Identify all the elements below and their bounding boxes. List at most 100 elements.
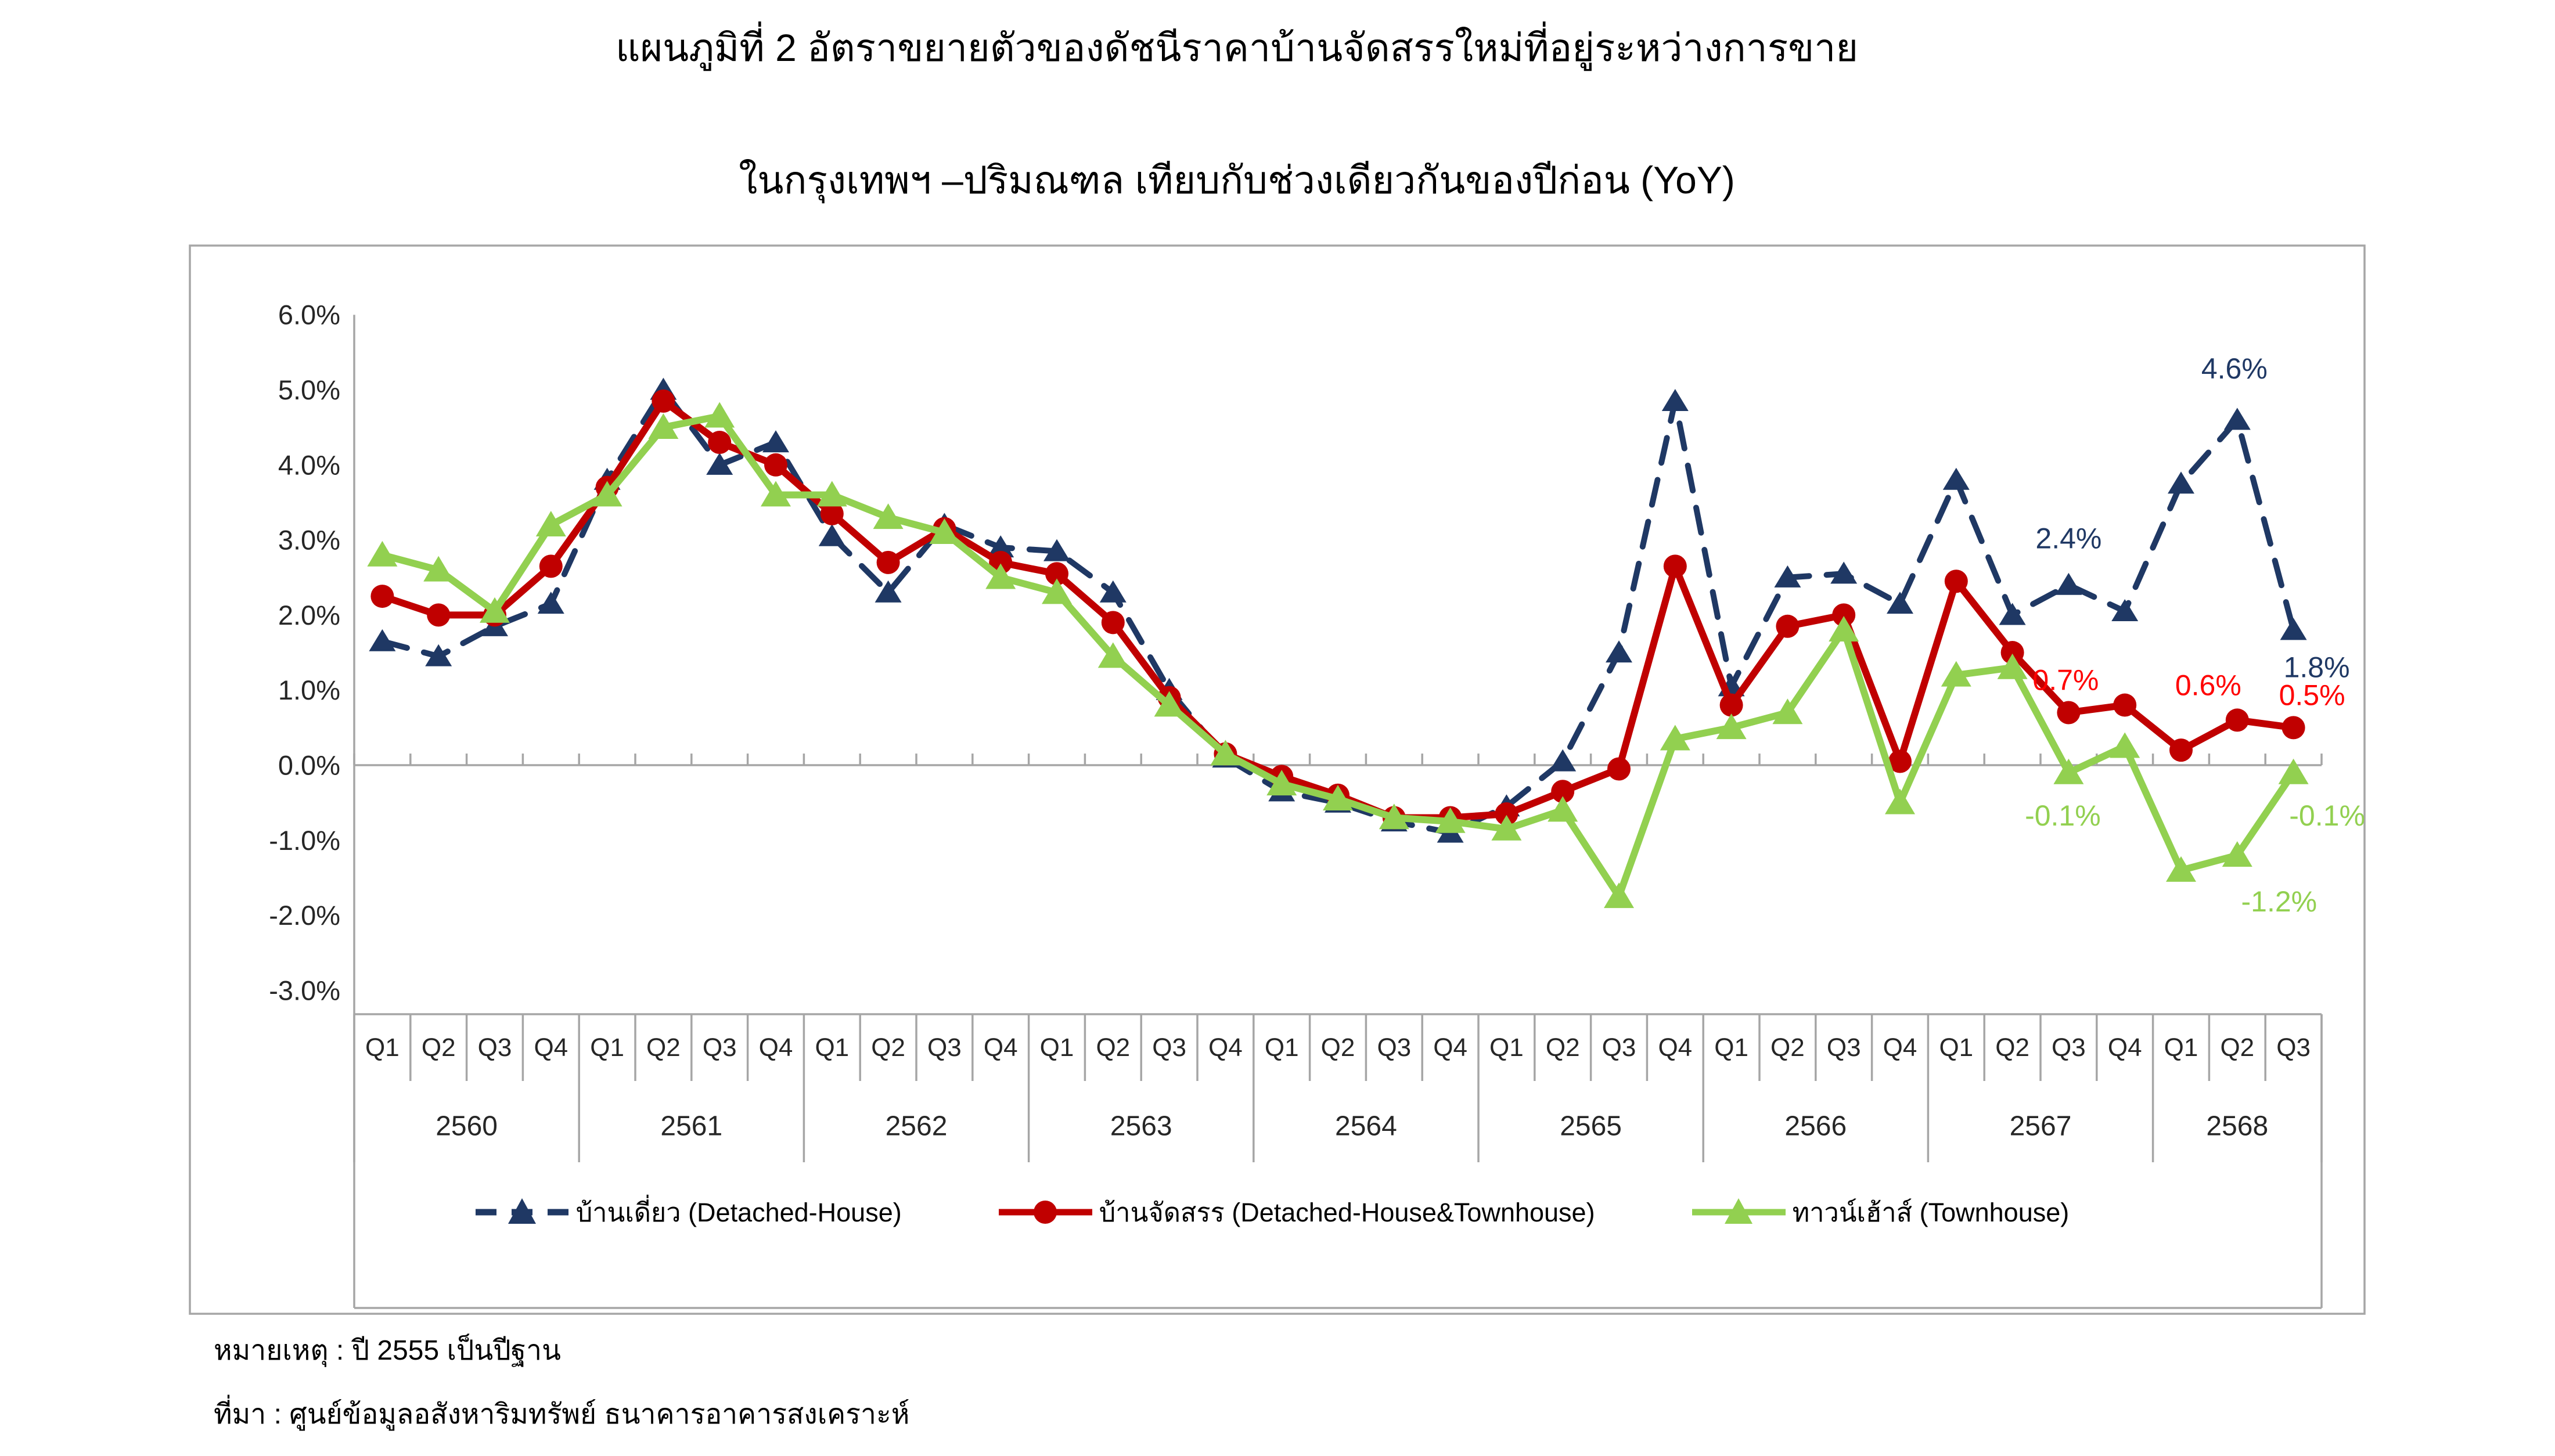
quarter-label: Q3 <box>927 1033 962 1062</box>
data-point-circle <box>1776 614 1800 638</box>
data-point-circle <box>820 502 844 525</box>
data-point-triangle <box>1829 616 1859 642</box>
data-point-triangle <box>2223 408 2251 430</box>
y-tick-label: 4.0% <box>278 449 340 480</box>
data-point-triangle <box>1772 698 1803 725</box>
data-point-triangle <box>762 430 789 453</box>
legend-item-0: บ้านเดี่ยว (Detached-House) <box>474 1191 902 1233</box>
data-point-triangle <box>367 540 398 567</box>
data-point-triangle <box>1604 882 1634 909</box>
data-point-triangle <box>761 481 791 507</box>
quarter-label: Q1 <box>365 1033 400 1062</box>
data-point-triangle <box>1885 788 1915 815</box>
y-tick-label: 6.0% <box>278 300 340 330</box>
data-point-triangle <box>706 452 733 475</box>
data-point-triangle <box>1042 578 1072 604</box>
data-point-circle <box>1607 757 1631 781</box>
year-label: 2567 <box>2010 1111 2072 1142</box>
data-point-circle <box>1663 554 1687 578</box>
chart-border <box>189 244 2366 1315</box>
quarter-label: Q1 <box>815 1033 849 1062</box>
data-point-triangle <box>369 629 396 651</box>
y-tick-label: -3.0% <box>269 975 340 1005</box>
data-point-circle <box>539 554 563 578</box>
year-label: 2560 <box>436 1111 498 1142</box>
data-point-triangle <box>2222 841 2252 867</box>
quarter-label: Q1 <box>1714 1033 1748 1062</box>
quarter-label: Q1 <box>1040 1033 1074 1062</box>
quarter-label: Q2 <box>1995 1033 2029 1062</box>
data-point-triangle <box>423 556 454 582</box>
data-point-circle <box>1719 693 1743 717</box>
data-point-triangle <box>1435 807 1466 833</box>
quarter-label: Q1 <box>2164 1033 2198 1062</box>
y-tick-label: 1.0% <box>278 675 340 705</box>
data-point-triangle <box>2053 758 2084 784</box>
year-label: 2565 <box>1560 1111 1622 1142</box>
data-point-triangle <box>1549 749 1577 772</box>
data-point-triangle <box>1941 661 1971 687</box>
quarter-label: Q1 <box>1939 1033 1973 1062</box>
data-point-circle <box>2057 701 2081 725</box>
series-0 <box>369 377 2307 843</box>
data-point-circle <box>2000 641 2024 665</box>
data-labels: 2.4% 4.6% 1.8% 0.7% 0.6% 0.5% -0.1% -1.2% -0.1% <box>2025 352 2365 918</box>
quarter-label: Q2 <box>422 1033 456 1062</box>
quarter-label: Q2 <box>1096 1033 1130 1062</box>
data-label: -1.2% <box>2241 885 2317 918</box>
data-point-triangle <box>2280 618 2307 640</box>
quarter-label: Q3 <box>2052 1033 2086 1062</box>
data-point-circle <box>1101 611 1125 635</box>
data-point-triangle <box>818 524 845 546</box>
data-point-circle <box>427 603 451 627</box>
data-point-triangle <box>1099 580 1127 603</box>
data-point-circle <box>2225 708 2249 732</box>
data-point-circle <box>1045 562 1068 586</box>
quarter-label: Q4 <box>984 1033 1018 1062</box>
data-point-triangle <box>929 518 960 544</box>
data-point-circle <box>764 453 787 477</box>
quarter-label: Q2 <box>646 1033 681 1062</box>
quarter-label: Q4 <box>534 1033 568 1062</box>
legend-item-2: ทาวน์เฮ้าส์ (Townhouse) <box>1691 1191 2070 1233</box>
data-point-circle <box>1551 780 1575 803</box>
data-point-triangle <box>1491 815 1522 841</box>
data-point-circle <box>1832 603 1856 627</box>
axes <box>353 315 2323 1309</box>
legend-marker-circle-icon <box>998 1201 1092 1224</box>
data-point-circle <box>2113 693 2137 717</box>
data-point-triangle <box>2278 758 2309 784</box>
data-point-triangle <box>1661 388 1689 411</box>
quarter-label: Q2 <box>1770 1033 1805 1062</box>
data-point-triangle <box>1379 803 1409 830</box>
data-point-triangle <box>2168 471 2194 494</box>
quarter-label: Q1 <box>1265 1033 1299 1062</box>
data-label: 4.6% <box>2201 352 2268 385</box>
data-label: 2.4% <box>2035 522 2101 555</box>
series-2 <box>367 402 2309 909</box>
data-point-triangle <box>1154 691 1185 717</box>
year-label: 2568 <box>2206 1111 2268 1142</box>
data-point-triangle <box>1887 592 1913 614</box>
quarter-label: Q1 <box>1489 1033 1524 1062</box>
quarter-label: Q2 <box>2220 1033 2254 1062</box>
data-point-triangle <box>1942 467 1970 490</box>
year-label: 2564 <box>1335 1111 1397 1142</box>
quarter-label: Q4 <box>759 1033 793 1062</box>
y-tick-label: -2.0% <box>269 900 340 931</box>
note-base-year: หมายเหตุ : ปี 2555 เป็นปีฐาน <box>214 1335 561 1366</box>
series-line <box>379 387 2297 836</box>
data-point-triangle <box>1997 653 2028 679</box>
data-point-triangle <box>1043 539 1070 561</box>
data-point-triangle <box>2111 599 2139 622</box>
data-point-triangle <box>985 563 1016 589</box>
data-label: 1.8% <box>2284 651 2350 683</box>
data-point-circle <box>876 550 900 574</box>
data-point-circle <box>1944 570 1968 593</box>
quarter-label: Q2 <box>1321 1033 1355 1062</box>
data-point-triangle <box>704 402 735 428</box>
legend-label-2: ทาวน์เฮ้าส์ (Townhouse) <box>1792 1198 2070 1227</box>
quarter-label: Q3 <box>1377 1033 1411 1062</box>
